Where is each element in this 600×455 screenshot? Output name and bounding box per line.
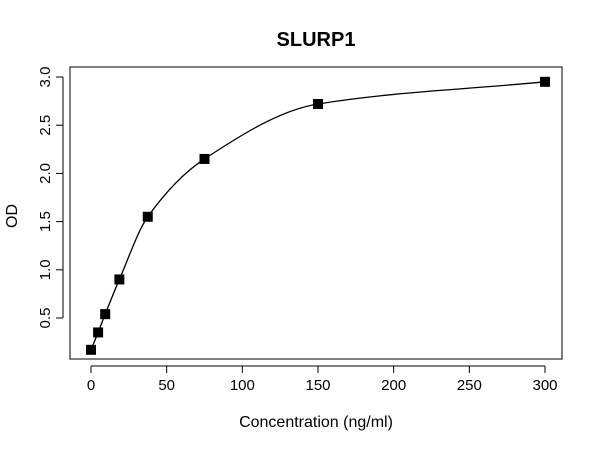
data-point xyxy=(114,274,125,285)
data-point xyxy=(540,76,550,87)
chart-title: SLURP1 xyxy=(277,29,356,51)
data-point xyxy=(86,344,96,355)
fit-curve xyxy=(90,81,546,351)
data-point xyxy=(100,309,111,320)
y-tick-label: 2.5 xyxy=(37,115,54,136)
y-axis: 0.5 1.0 1.5 2.0 2.5 3.0 xyxy=(37,67,64,329)
data-point xyxy=(313,98,323,109)
x-tick-label: 100 xyxy=(230,377,255,394)
plot-frame xyxy=(69,66,563,360)
data-point xyxy=(199,153,210,164)
x-tick-label: 200 xyxy=(381,377,406,394)
y-tick-label: 2.0 xyxy=(37,163,54,184)
data-points xyxy=(86,76,550,355)
y-tick-label: 1.0 xyxy=(37,259,54,280)
y-axis-title: OD xyxy=(4,204,21,228)
x-tick-label: 150 xyxy=(305,377,330,394)
y-tick-label: 0.5 xyxy=(37,308,54,329)
data-point xyxy=(93,327,104,338)
y-tick-label: 1.5 xyxy=(37,211,54,232)
x-tick-label: 0 xyxy=(87,377,95,394)
x-axis-title: Concentration (ng/ml) xyxy=(239,414,393,431)
data-point xyxy=(142,211,153,222)
x-tick-label: 50 xyxy=(158,377,175,394)
x-axis: 0 50 100 150 200 250 300 xyxy=(87,365,558,394)
x-tick-label: 250 xyxy=(457,377,482,394)
y-tick-label: 3.0 xyxy=(37,67,54,88)
x-tick-label: 300 xyxy=(532,377,557,394)
